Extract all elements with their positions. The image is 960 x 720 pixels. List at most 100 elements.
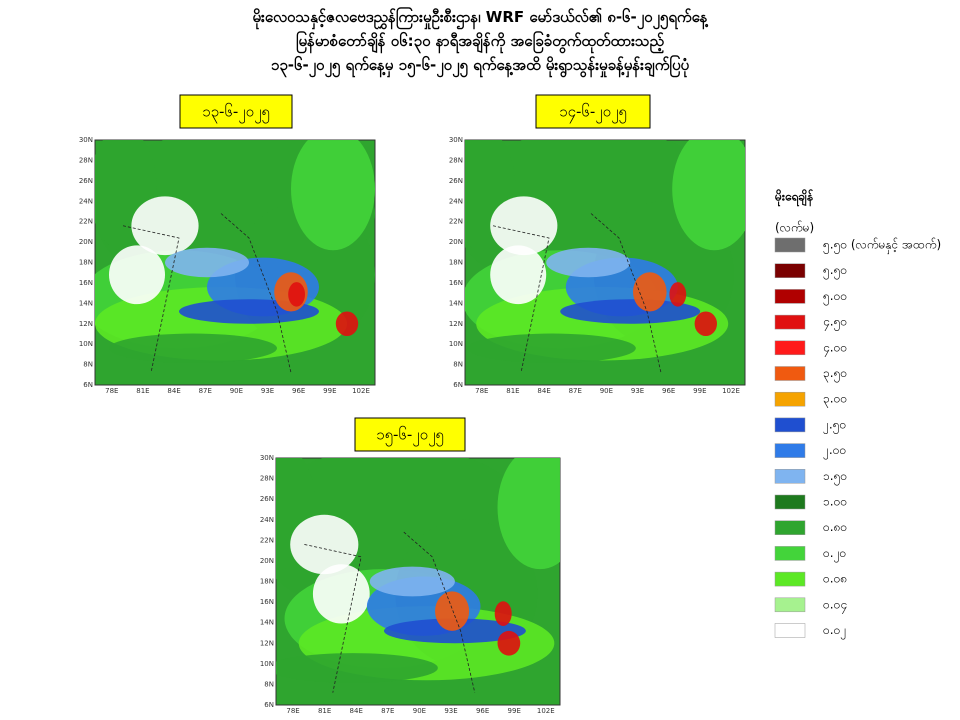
lat-label: 18N — [449, 259, 463, 267]
rain-area — [633, 272, 667, 312]
legend-swatch — [774, 597, 806, 613]
rain-area — [494, 601, 512, 626]
legend-label: ၁.၅၀ — [823, 469, 847, 486]
rain-area — [288, 282, 305, 307]
lon-label: 96E — [662, 387, 675, 395]
header-line: မြန်မာစံတော်ချိန် ၀၆:၃၀ နာရီအချိန်ကို အခ… — [296, 30, 664, 54]
lon-label: 102E — [352, 387, 370, 395]
lon-label: 78E — [286, 707, 299, 715]
lat-label: 20N — [449, 238, 463, 246]
rain-field — [465, 140, 745, 373]
legend-label: ၀.၈၀ — [823, 520, 847, 534]
legend-unit: (လက်မ) — [775, 220, 814, 235]
date-box — [179, 94, 293, 129]
lat-label: 16N — [79, 279, 93, 287]
lon-label: 78E — [105, 387, 118, 395]
date-label: ၁၅-၆-၂၀၂၅ — [376, 426, 444, 447]
rain-area — [131, 196, 199, 256]
legend-label: ၃.၀၀ — [823, 392, 847, 409]
lat-label: 14N — [260, 619, 274, 627]
lat-label: 18N — [79, 259, 93, 267]
lon-label: 96E — [292, 387, 305, 395]
rain-area — [435, 591, 470, 631]
date-label: ၁၃-၆-၂၀၂၅ — [202, 103, 270, 124]
legend-swatch — [774, 263, 806, 278]
lon-label: 87E — [199, 387, 212, 395]
date-label: ၁၄-၆-၂၀၂၅ — [559, 103, 627, 124]
lat-label: 26N — [260, 495, 274, 503]
rain-area — [290, 514, 359, 575]
legend-label: ၀.၀၂ — [823, 623, 846, 640]
lat-label: 22N — [449, 218, 463, 226]
legend-label: ၁.၀၀ — [823, 495, 847, 509]
legend-label: ၅.၀၀ — [823, 289, 847, 306]
legend-label: ၄.၀၀ — [823, 340, 847, 357]
lat-label: 28N — [449, 156, 463, 164]
lat-label: 28N — [260, 475, 274, 483]
lat-label: 22N — [79, 218, 93, 226]
legend-label: ၀.၀၈ — [823, 572, 847, 586]
rain-area — [672, 140, 745, 251]
legend-swatch — [774, 340, 806, 356]
rain-area — [312, 564, 370, 624]
header-line: ၁၃-၆-၂၀၂၅ ရက်နေ့မှ ၁၅-၆-၂၀၂၅ ရက်နေ့အထိ မ… — [271, 54, 690, 78]
lat-label: 22N — [260, 536, 274, 544]
lat-label: 18N — [260, 578, 274, 586]
date-box — [354, 417, 466, 452]
legend-swatch — [774, 237, 806, 253]
lat-label: 26N — [79, 177, 93, 185]
lat-label: 14N — [79, 299, 93, 307]
legend-title: မိုးရေချိန် — [774, 188, 814, 208]
legend-label: ၅.၅၀ (လက်မနှင့် အထက်) — [823, 237, 941, 255]
legend-label: ၄.၅၀ — [823, 315, 847, 332]
lat-label: 10N — [260, 660, 274, 668]
lon-label: 93E — [444, 707, 457, 715]
coastline — [304, 531, 476, 693]
legend-swatch — [774, 469, 806, 484]
legend-swatch — [774, 546, 806, 561]
rain-area — [497, 630, 521, 656]
lat-label: 24N — [449, 197, 463, 205]
legend-label: ၀.၂၀ — [823, 546, 846, 563]
lat-label: 8N — [453, 361, 463, 369]
lon-label: 102E — [722, 387, 740, 395]
coastline — [492, 213, 662, 373]
lat-label: 24N — [260, 516, 274, 524]
lon-label: 84E — [350, 707, 363, 715]
lat-label: 30N — [449, 136, 463, 144]
lat-label: 20N — [79, 238, 93, 246]
lon-label: 93E — [631, 387, 644, 395]
rain-area — [467, 333, 636, 363]
lon-label: 102E — [537, 707, 555, 715]
lat-label: 6N — [83, 381, 93, 389]
lon-label: 81E — [136, 387, 149, 395]
rain-area — [335, 311, 359, 336]
lon-label: 90E — [230, 387, 243, 395]
lon-label: 99E — [508, 707, 521, 715]
rain-area — [165, 247, 249, 278]
lon-label: 87E — [569, 387, 582, 395]
map-panel: 30N 28N 26N 24N 22N 20N 18N 16N 14N 12N 10N 8N 6N 78E… — [260, 417, 561, 715]
lon-label: 87E — [381, 707, 394, 715]
rain-area — [497, 458, 560, 570]
rain-field — [95, 140, 375, 373]
lat-label: 26N — [449, 177, 463, 185]
lat-label: 8N — [264, 680, 274, 688]
header-line: မိုးလေဝသနှင့်ဇလဗေဒညွှန်ကြားမှုဦးစီးဌာန၊ … — [252, 6, 708, 30]
rain-area — [694, 311, 717, 336]
lat-label: 10N — [449, 340, 463, 348]
rain-area — [546, 247, 631, 278]
lon-label: 81E — [318, 707, 331, 715]
lat-label: 12N — [449, 320, 463, 328]
rain-area — [490, 196, 558, 256]
legend-swatch — [774, 314, 806, 330]
lon-label: 81E — [506, 387, 519, 395]
lon-label: 78E — [475, 387, 488, 395]
legend-swatch — [774, 494, 806, 510]
lat-label: 30N — [260, 454, 274, 462]
legend-label: ၀.၀၄ — [823, 597, 847, 614]
rain-area — [276, 653, 438, 683]
lat-label: 10N — [79, 340, 93, 348]
lat-label: 30N — [79, 136, 93, 144]
